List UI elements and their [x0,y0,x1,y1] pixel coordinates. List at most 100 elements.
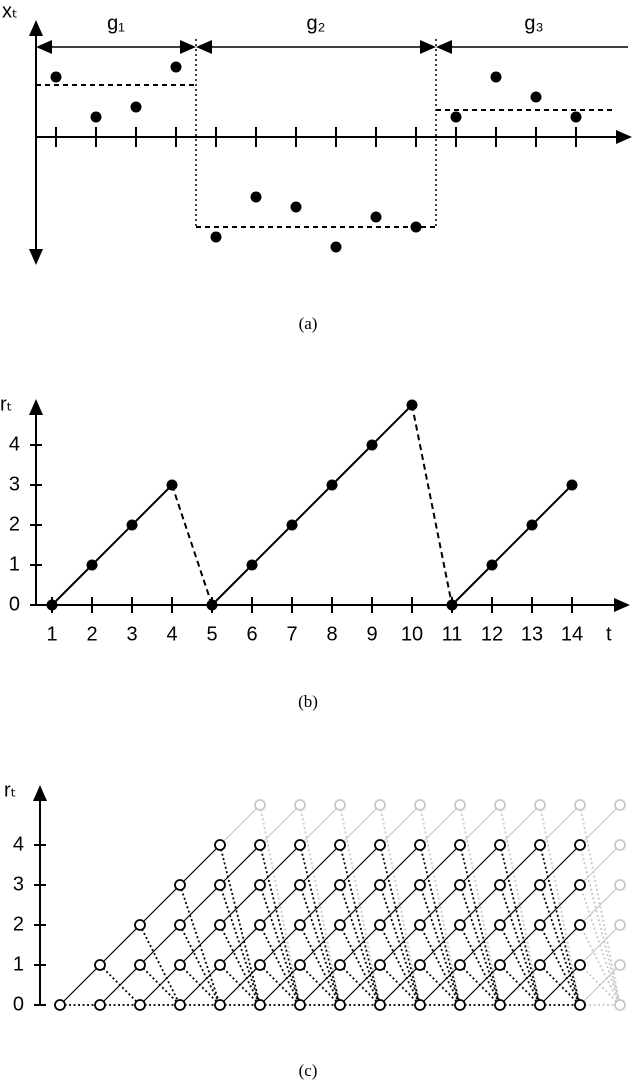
growth-edge [259,844,301,886]
lattice-node [334,879,346,891]
lattice-node [454,959,466,971]
growth-edge [379,844,421,886]
x-tick-label: 4 [166,623,177,645]
growth-edge [419,884,461,926]
reset-edge [179,924,221,1006]
lattice-node [54,999,66,1011]
reset-edge [99,964,141,1006]
growth-edge [299,844,341,886]
lattice-node [454,799,466,811]
reset-edge [339,924,381,1006]
run-line [371,404,413,446]
lattice-node [334,839,346,851]
x-tick-label: 9 [366,623,377,645]
lattice-node [414,799,426,811]
lattice-node [454,999,466,1011]
lattice-node [574,959,586,971]
lattice-node [214,919,226,931]
lattice-node [454,879,466,891]
growth-edge [579,844,621,886]
growth-edge [579,804,621,846]
lattice-node [254,919,266,931]
lattice-node [294,799,306,811]
x-tick-label: 6 [246,623,257,645]
y-tick-label: 2 [9,513,20,535]
y-tick-label: 0 [9,593,20,615]
x-axis-label: t [606,623,612,645]
lattice-node [294,959,306,971]
x-tick-label: 10 [401,623,423,645]
data-point [410,221,422,233]
lattice-node [534,959,546,971]
arrow-head [29,399,43,415]
lattice-node [574,879,586,891]
lattice-node [254,879,266,891]
lattice-node [214,839,226,851]
x-tick-label: 12 [481,623,503,645]
reset-edge [579,924,621,1006]
lattice-node [414,839,426,851]
growth-edge [259,804,301,846]
y-tick-label: 3 [9,473,20,495]
growth-edge [219,884,261,926]
data-point [166,479,178,491]
data-point [250,191,262,203]
x-tick-label: 13 [521,623,543,645]
data-point [566,479,578,491]
growth-edge [219,844,261,886]
lattice-node [214,999,226,1011]
lattice-node [334,799,346,811]
lattice-node [534,799,546,811]
data-point [526,519,538,531]
data-point [210,231,222,243]
reset-edge [259,884,301,1006]
lattice-node [214,959,226,971]
x-tick-label: 14 [561,623,583,645]
growth-edge [339,884,381,926]
run-line [331,444,373,486]
data-point [530,91,542,103]
run-line [451,564,493,606]
reset-edge [499,844,541,1006]
lattice-node [174,999,186,1011]
lattice-node [494,839,506,851]
growth-edge [419,804,461,846]
lattice-node [374,799,386,811]
lattice-node [174,959,186,971]
data-point [290,201,302,213]
lattice-node [254,959,266,971]
growth-edge [499,844,541,886]
reset-edge [299,844,341,1006]
lattice-node [334,999,346,1011]
growth-edge [139,884,181,926]
lattice-node [614,959,626,971]
y-axis-label: rₜ [0,393,13,415]
growth-edge [259,884,301,926]
x-tick-label: 1 [46,623,57,645]
lattice-node [294,879,306,891]
reset-edge [219,964,261,1006]
data-point [490,71,502,83]
run-line [251,524,293,566]
lattice-node [494,959,506,971]
lattice-node [614,999,626,1011]
y-axis-label: rₜ [4,779,17,801]
growth-edge [179,884,221,926]
arrow-head [196,40,212,54]
data-point [86,559,98,571]
growth-edge [459,884,501,926]
reset-edge [419,924,461,1006]
lattice-node [294,999,306,1011]
lattice-node [134,999,146,1011]
arrow-head [33,785,47,801]
lattice-node [374,839,386,851]
reset-edge [419,884,461,1006]
data-point [570,111,582,123]
reset-edge [459,924,501,1006]
lattice-node [334,959,346,971]
arrow-head [616,130,632,144]
arrow-head [180,40,196,54]
lattice-node [174,879,186,891]
lattice-node [494,799,506,811]
reset-edge [379,844,421,1006]
